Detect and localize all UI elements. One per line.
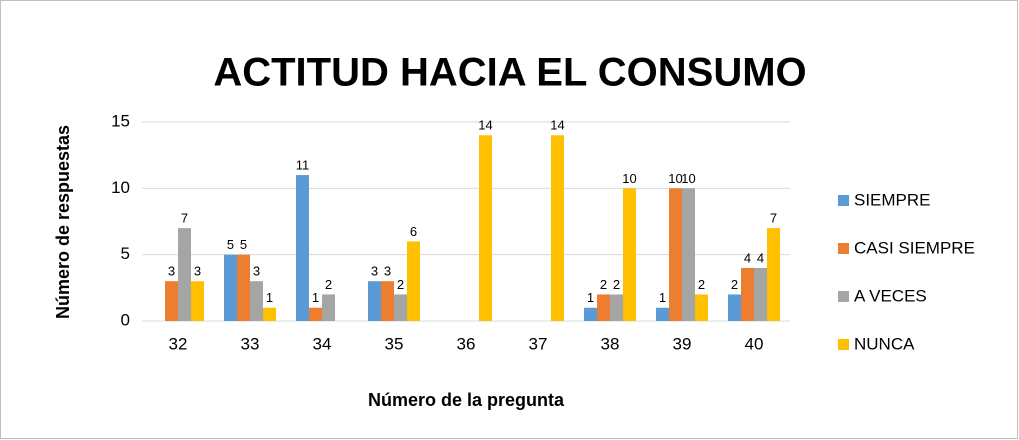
value-label: 7 [770, 211, 777, 226]
bar [682, 188, 695, 321]
value-label: 4 [757, 250, 764, 265]
legend-swatch [838, 339, 849, 350]
bar [191, 281, 204, 321]
bar [741, 267, 754, 321]
bar [767, 228, 780, 321]
bar [656, 307, 669, 321]
bar [368, 281, 381, 321]
x-tick-label: 34 [313, 334, 332, 353]
value-label: 10 [622, 171, 636, 186]
bar [296, 175, 309, 321]
value-label: 5 [227, 237, 234, 252]
value-label: 2 [600, 277, 607, 292]
value-label: 7 [181, 211, 188, 226]
legend-label: A VECES [854, 286, 927, 305]
value-label: 3 [168, 264, 175, 279]
legend-label: NUNCA [854, 334, 915, 353]
value-label: 2 [698, 277, 705, 292]
bar [263, 307, 276, 321]
bar [322, 294, 335, 321]
bar [695, 294, 708, 321]
legend-label: CASI SIEMPRE [854, 238, 975, 257]
value-label: 2 [731, 277, 738, 292]
value-label: 14 [550, 118, 564, 133]
value-label: 2 [325, 277, 332, 292]
x-tick-label: 37 [529, 334, 548, 353]
x-tick-label: 33 [241, 334, 260, 353]
value-label: 2 [397, 277, 404, 292]
legend-swatch [838, 195, 849, 206]
legend-swatch [838, 291, 849, 302]
x-tick-label: 38 [601, 334, 620, 353]
chart-title: ACTITUD HACIA EL CONSUMO [213, 51, 806, 95]
y-tick-label: 10 [111, 178, 130, 197]
bar [669, 188, 682, 321]
x-tick-label: 36 [457, 334, 476, 353]
x-axis-label: Número de la pregunta [368, 390, 565, 410]
value-label: 3 [194, 264, 201, 279]
legend-label: SIEMPRE [854, 190, 931, 209]
x-tick-label: 32 [169, 334, 188, 353]
y-tick-label: 5 [121, 244, 130, 263]
value-label: 1 [266, 290, 273, 305]
bar [551, 135, 564, 321]
value-label: 3 [253, 264, 260, 279]
value-label: 3 [371, 264, 378, 279]
value-label: 1 [587, 290, 594, 305]
bar [394, 294, 407, 321]
bar [224, 254, 237, 321]
y-tick-label: 15 [111, 111, 130, 130]
bar [309, 307, 322, 321]
y-tick-label: 0 [121, 310, 130, 329]
value-label: 1 [312, 290, 319, 305]
bar [407, 241, 420, 321]
bar [597, 294, 610, 321]
bar [584, 307, 597, 321]
bar [728, 294, 741, 321]
bar [754, 267, 767, 321]
y-axis-label: Número de respuestas [53, 125, 73, 319]
x-tick-label: 40 [745, 334, 764, 353]
value-label: 6 [410, 224, 417, 239]
bar [381, 281, 394, 321]
value-label: 10 [681, 171, 695, 186]
value-label: 1 [659, 290, 666, 305]
x-tick-label: 35 [385, 334, 404, 353]
bar [623, 188, 636, 321]
value-label: 2 [613, 277, 620, 292]
bar [237, 254, 250, 321]
bar [250, 281, 263, 321]
bar [178, 228, 191, 321]
bar [479, 135, 492, 321]
value-label: 11 [296, 158, 310, 173]
value-label: 10 [668, 171, 682, 186]
bar [610, 294, 623, 321]
x-tick-label: 39 [673, 334, 692, 353]
bar [165, 281, 178, 321]
value-label: 4 [744, 250, 751, 265]
value-label: 14 [478, 118, 492, 133]
legend-swatch [838, 243, 849, 254]
value-label: 5 [240, 237, 247, 252]
value-label: 3 [384, 264, 391, 279]
